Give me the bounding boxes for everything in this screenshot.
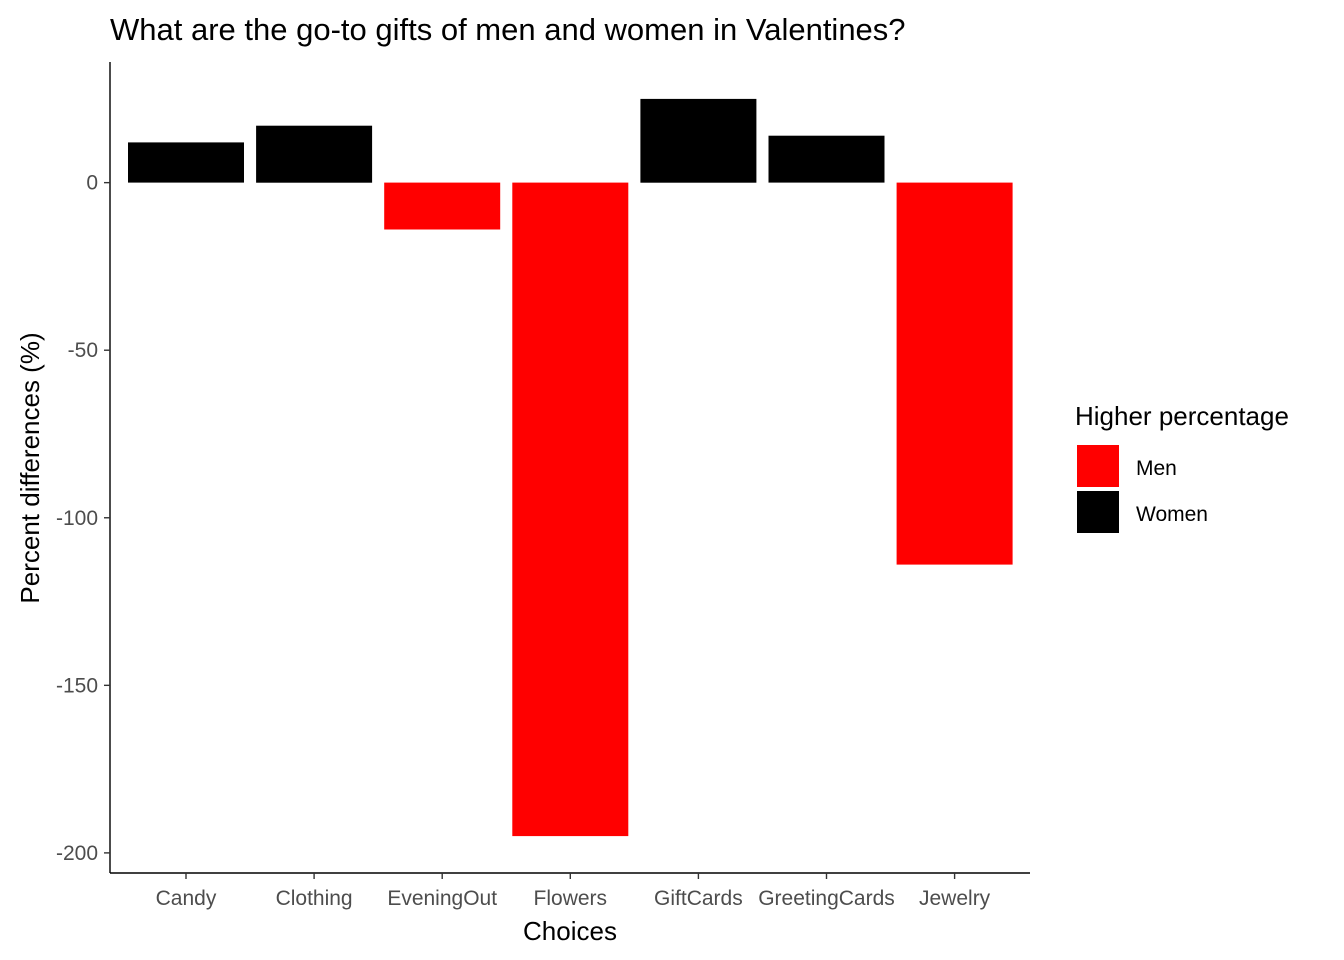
- bar-candy: [128, 142, 244, 183]
- x-tick-label: Clothing: [276, 887, 353, 910]
- bar-giftcards: [640, 98, 757, 183]
- legend: Higher percentage Men Women: [1075, 401, 1289, 533]
- y-ticks-group: 0 -50 -100 -150 -200: [56, 172, 110, 865]
- x-tick-label: Flowers: [534, 887, 608, 910]
- x-axis-title: Choices: [523, 916, 617, 946]
- y-tick-label: -50: [68, 339, 98, 362]
- x-tick-label: Jewelry: [919, 887, 991, 910]
- y-tick-label: 0: [86, 172, 98, 195]
- legend-key-men: [1077, 445, 1119, 487]
- bar-jewelry: [896, 182, 1013, 565]
- x-ticks-group: Candy Clothing EveningOut Flowers GiftCards G…: [156, 873, 991, 910]
- y-tick-label: -150: [56, 674, 98, 697]
- x-tick-label: GreetingCards: [758, 887, 895, 910]
- x-tick-label: GiftCards: [654, 887, 743, 910]
- y-tick-label: -200: [56, 842, 98, 865]
- x-tick-label: Candy: [156, 887, 217, 910]
- legend-label-women: Women: [1136, 503, 1208, 526]
- legend-label-men: Men: [1136, 457, 1177, 480]
- bar-greetingcards: [768, 135, 885, 183]
- bar-clothing: [256, 125, 373, 183]
- x-tick-label: EveningOut: [387, 887, 497, 910]
- y-axis-title: Percent differences (%): [15, 332, 45, 603]
- legend-key-women: [1077, 491, 1119, 533]
- legend-title: Higher percentage: [1075, 401, 1289, 431]
- bar-eveningout: [384, 182, 501, 230]
- chart-title: What are the go-to gifts of men and wome…: [110, 12, 906, 47]
- legend-items: Men Women: [1077, 445, 1208, 533]
- bars-group: [128, 98, 1013, 837]
- bar-flowers: [512, 182, 629, 837]
- y-tick-label: -100: [56, 507, 98, 530]
